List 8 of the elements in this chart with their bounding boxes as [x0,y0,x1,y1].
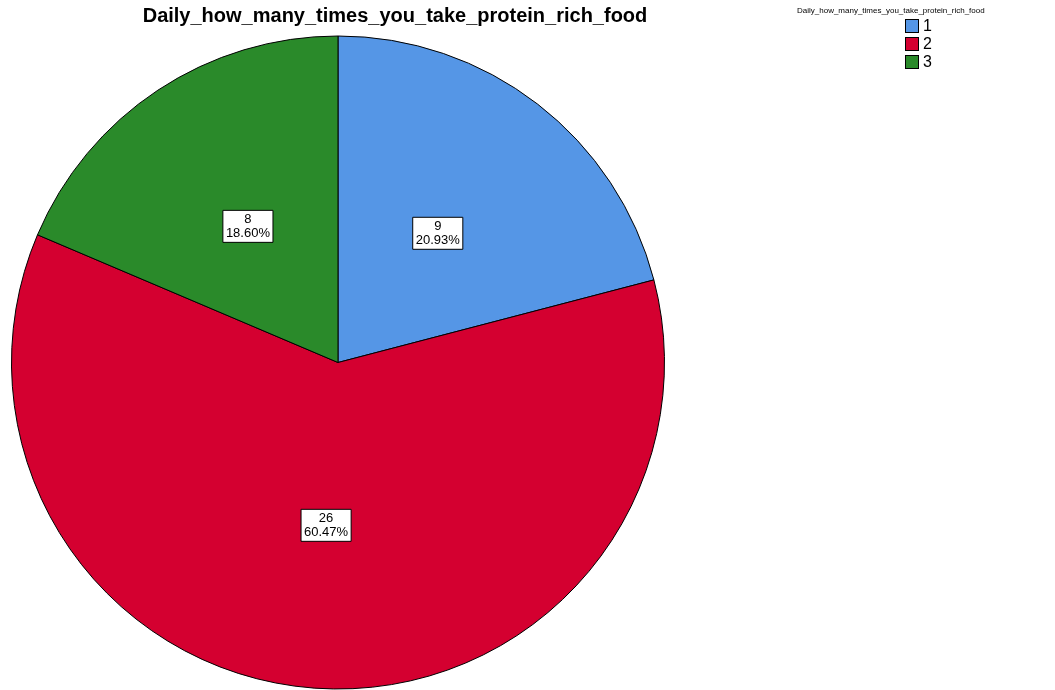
legend-label: 1 [923,17,932,35]
legend-label: 2 [923,35,932,53]
data-label: 8 18.60% [225,210,271,240]
data-label: 26 60.47% [304,509,349,539]
chart-title: Daily_how_many_times_you_take_protein_rich_food [141,4,649,27]
legend-label: 3 [923,53,932,71]
data-label: 9 20.93% [415,217,461,247]
legend-title: Daily_how_many_times_you_take_protein_rich_food [797,6,985,15]
